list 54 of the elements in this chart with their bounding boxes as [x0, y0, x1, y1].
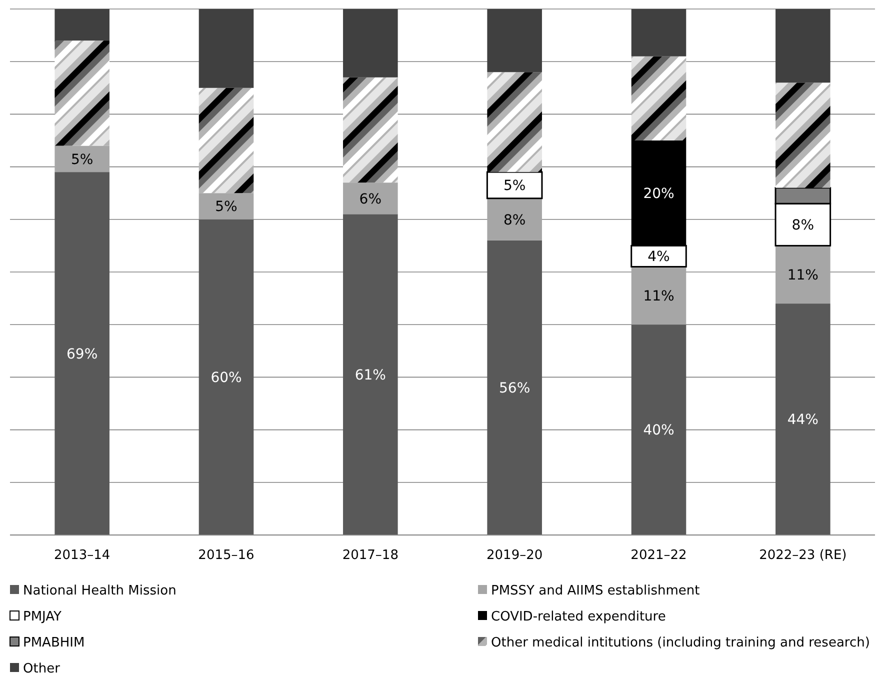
- data-label: 61%: [354, 367, 386, 384]
- bar: [343, 9, 398, 78]
- bar: [198, 9, 254, 88]
- data-label: 11%: [787, 268, 818, 284]
- bar: [776, 246, 830, 304]
- data-label: 5%: [70, 152, 94, 168]
- data-label: 6%: [359, 191, 382, 208]
- data-label: 56%: [499, 380, 530, 397]
- bar: [487, 198, 542, 240]
- bar: [198, 219, 254, 535]
- bar: [631, 266, 686, 325]
- data-label: 8%: [792, 218, 814, 234]
- data-label: 5%: [215, 199, 238, 216]
- bar: [54, 9, 110, 41]
- bar: [54, 40, 110, 146]
- x-tick-label: 2021–22: [630, 548, 687, 563]
- bar: [487, 72, 542, 172]
- legend-label: PMSSY and AIIMS establishment: [491, 584, 700, 599]
- bar: [631, 324, 686, 535]
- data-label: 20%: [643, 186, 674, 202]
- legend-label: PMJAY: [23, 610, 62, 625]
- bar: [486, 171, 543, 200]
- data-label: 5%: [503, 178, 526, 194]
- legend-label: COVID-related expenditure: [491, 610, 666, 625]
- x-tick-label: 2013–14: [54, 548, 110, 563]
- bar: [54, 146, 110, 172]
- bar: [343, 182, 398, 214]
- x-tick-label: 2022–23 (RE): [759, 548, 847, 563]
- data-label: 40%: [643, 422, 674, 439]
- data-label: 44%: [787, 412, 818, 428]
- x-tick-label: 2019–20: [486, 548, 543, 563]
- bar: [776, 9, 830, 83]
- bar: [198, 193, 254, 220]
- data-label: 8%: [503, 212, 526, 228]
- bar: [343, 214, 398, 535]
- x-tick-label: 2017–18: [342, 548, 398, 563]
- bar: [631, 56, 686, 140]
- x-tick-label: 2015–16: [198, 548, 254, 563]
- data-label: 69%: [66, 346, 98, 362]
- data-label: 60%: [210, 370, 242, 386]
- bar: [631, 9, 686, 56]
- legend-label: Other medical intitutions (including training and research): [491, 636, 870, 651]
- data-label: 11%: [643, 288, 674, 305]
- data-label: 4%: [648, 249, 670, 266]
- bar: [776, 82, 830, 188]
- bar: [54, 172, 110, 535]
- bar: [198, 88, 254, 194]
- legend-label: National Health Mission: [23, 584, 176, 599]
- bar: [487, 9, 542, 72]
- bar: [343, 77, 398, 183]
- legend-label: PMABHIM: [23, 636, 85, 651]
- bar: [776, 304, 830, 535]
- legend-label: Other: [23, 662, 61, 677]
- bar: [487, 240, 542, 535]
